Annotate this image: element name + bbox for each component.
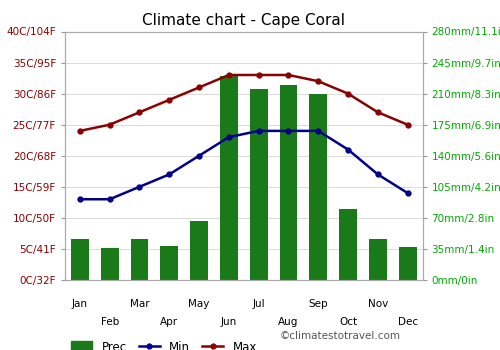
- Bar: [310, 93, 327, 280]
- Bar: [101, 248, 118, 280]
- Text: Apr: Apr: [160, 317, 178, 327]
- Text: ©climatestotravel.com: ©climatestotravel.com: [280, 331, 401, 341]
- Bar: [130, 239, 148, 280]
- Text: Oct: Oct: [339, 317, 357, 327]
- Bar: [160, 246, 178, 280]
- Bar: [190, 222, 208, 280]
- Text: Feb: Feb: [100, 317, 119, 327]
- Bar: [71, 239, 89, 280]
- Text: Jan: Jan: [72, 299, 88, 309]
- Bar: [250, 89, 268, 280]
- Text: Sep: Sep: [308, 299, 328, 309]
- Text: Mar: Mar: [130, 299, 150, 309]
- Text: May: May: [188, 299, 210, 309]
- Title: Climate chart - Cape Coral: Climate chart - Cape Coral: [142, 13, 345, 28]
- Bar: [280, 85, 297, 280]
- Bar: [369, 239, 386, 280]
- Text: Dec: Dec: [398, 317, 417, 327]
- Bar: [339, 209, 357, 280]
- Text: Jun: Jun: [220, 317, 237, 327]
- Text: Aug: Aug: [278, 317, 298, 327]
- Bar: [398, 247, 416, 280]
- Text: Nov: Nov: [368, 299, 388, 309]
- Legend: Prec, Min, Max: Prec, Min, Max: [71, 341, 257, 350]
- Text: Jul: Jul: [252, 299, 265, 309]
- Bar: [220, 76, 238, 280]
